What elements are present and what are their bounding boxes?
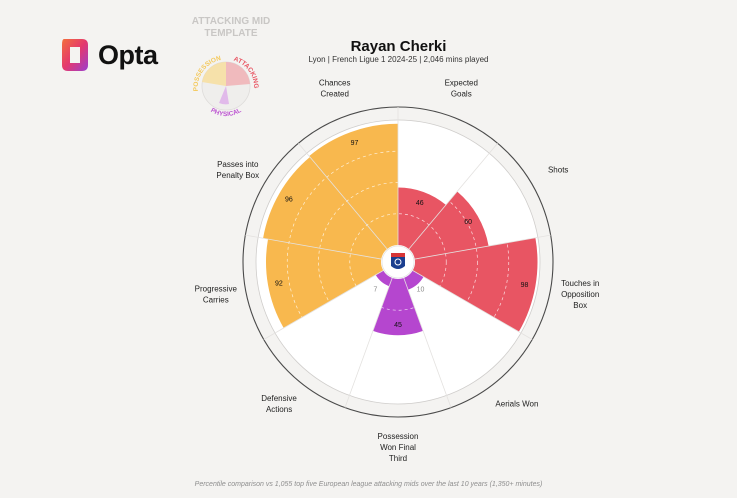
category-label: Touches in Opposition Box bbox=[561, 279, 599, 310]
value-label: 10 bbox=[417, 286, 425, 293]
radar-spoke bbox=[412, 270, 533, 340]
value-label: 96 bbox=[285, 197, 293, 204]
value-label: 60 bbox=[464, 219, 472, 226]
radar-wedge bbox=[398, 187, 446, 249]
radar-wedge bbox=[265, 239, 384, 328]
radar-wedge bbox=[403, 270, 424, 290]
value-label: 98 bbox=[521, 282, 529, 289]
radar-spoke bbox=[403, 277, 452, 408]
brand-name: Opta bbox=[98, 39, 158, 70]
radar-spoke bbox=[344, 277, 393, 408]
category-label: Defensive Actions bbox=[261, 394, 297, 414]
value-label: 97 bbox=[351, 140, 359, 147]
template-radar-icon: POSSESSION ATTACKING PHYSICAL bbox=[193, 55, 260, 118]
template-title: ATTACKING MID TEMPLATE bbox=[172, 16, 290, 40]
value-label: 45 bbox=[394, 322, 402, 329]
radar-spoke bbox=[245, 234, 382, 260]
radar-wedge bbox=[309, 123, 398, 249]
radar-spoke bbox=[263, 270, 384, 340]
radar-wedge bbox=[263, 157, 388, 260]
category-label: Possession Won Final Third bbox=[378, 432, 419, 463]
template-title-line1: ATTACKING MID bbox=[191, 16, 271, 27]
category-label: Passes into Penalty Box bbox=[216, 160, 259, 180]
player-name: Rayan Cherki bbox=[350, 38, 447, 55]
radar-ring bbox=[349, 213, 447, 311]
club-crest-band-icon bbox=[391, 253, 405, 257]
template-group-physical: PHYSICAL bbox=[209, 107, 242, 118]
radar-spoke bbox=[414, 234, 551, 260]
radar-spoke bbox=[408, 143, 498, 250]
player-subtitle: Lyon | French Ligue 1 2024-25 | 2,046 mi… bbox=[308, 55, 489, 64]
category-label: Chances Created bbox=[319, 79, 351, 99]
category-label: Progressive Carries bbox=[195, 285, 238, 305]
opta-logo: Opta bbox=[58, 35, 158, 75]
radar-spoke bbox=[298, 143, 388, 250]
template-title-line2: TEMPLATE bbox=[204, 28, 258, 39]
opta-logo-icon bbox=[62, 39, 88, 71]
radar-wedge bbox=[375, 270, 393, 287]
radar-ring bbox=[286, 150, 510, 374]
value-label: 92 bbox=[275, 281, 283, 288]
value-label: 46 bbox=[416, 200, 424, 207]
category-label: Shots bbox=[548, 166, 568, 175]
radar-wedge bbox=[372, 277, 424, 336]
value-label: 7 bbox=[374, 286, 378, 293]
club-crest-o-icon bbox=[394, 258, 402, 266]
radar-wedge bbox=[408, 191, 489, 260]
radar-wedge bbox=[412, 237, 538, 332]
category-label: Expected Goals bbox=[445, 79, 478, 99]
footer-note: Percentile comparison vs 1,055 top five … bbox=[194, 481, 543, 488]
club-crest-shield-icon bbox=[391, 257, 405, 269]
category-label: Aerials Won bbox=[495, 400, 538, 409]
